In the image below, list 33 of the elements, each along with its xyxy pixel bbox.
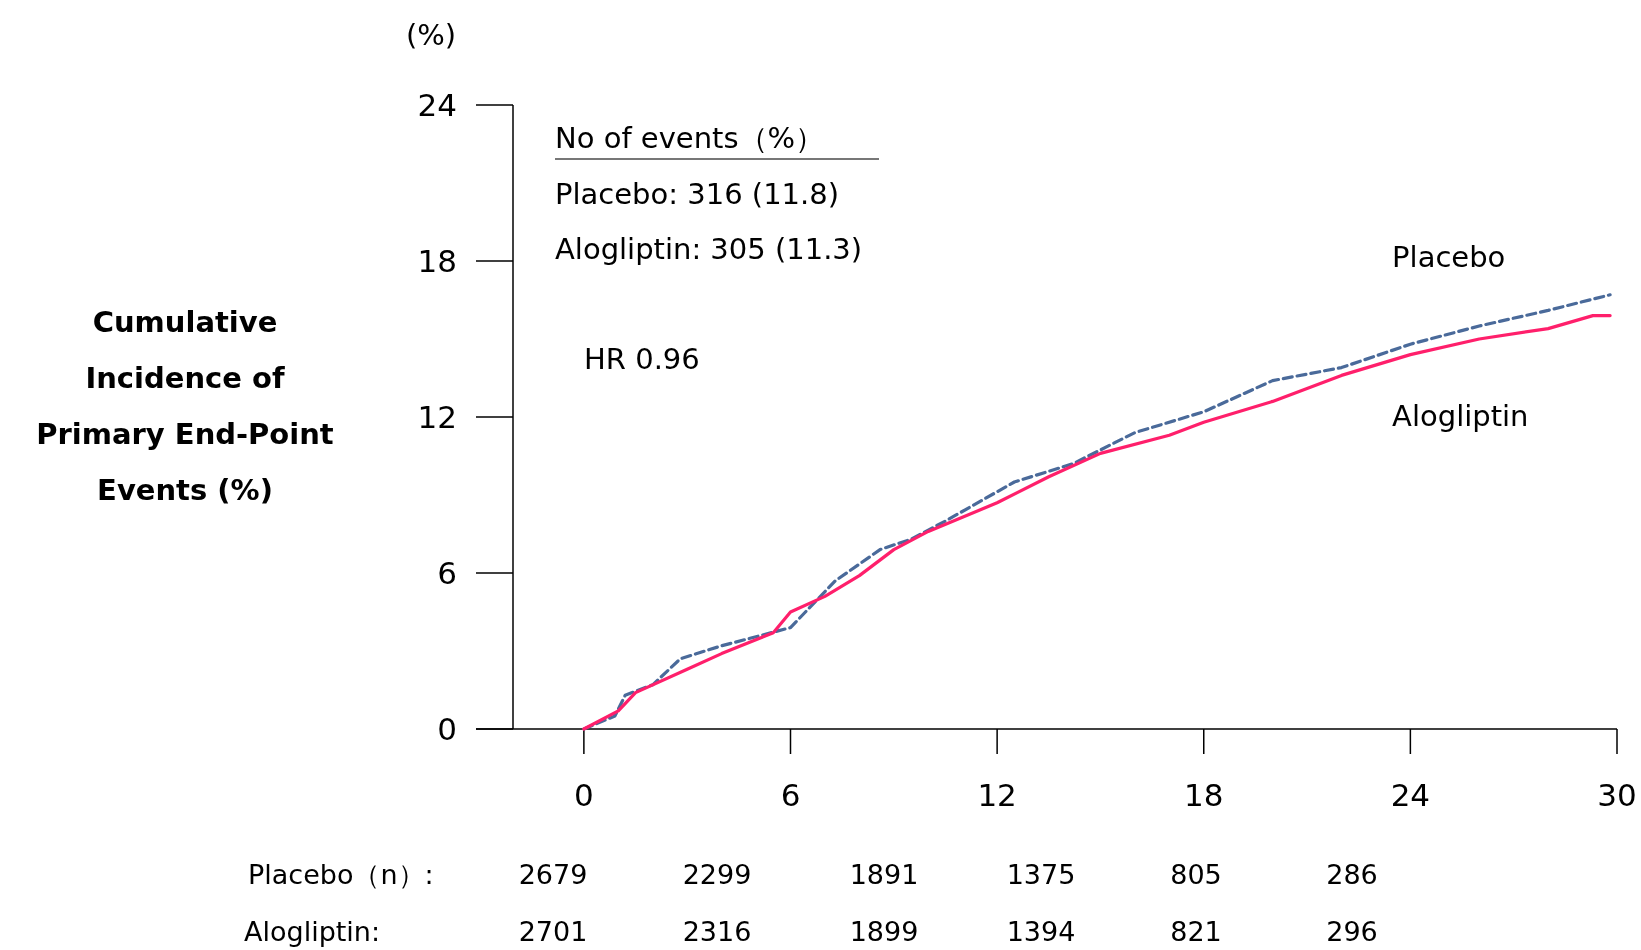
x-tick-label: 30 xyxy=(1597,777,1637,813)
text: 1899 xyxy=(849,915,919,947)
y-tick-label: 24 xyxy=(417,87,457,123)
text: 821 xyxy=(1170,915,1222,947)
annotation: HR 0.96 xyxy=(584,342,700,376)
y-tick-label: 12 xyxy=(417,399,457,435)
x-tick-label: 0 xyxy=(574,777,594,813)
text: (%) xyxy=(405,18,457,52)
y-tick-label: 0 xyxy=(437,711,457,747)
series-label: Placebo xyxy=(1392,239,1506,274)
text: 1394 xyxy=(1006,915,1076,947)
text: 1891 xyxy=(849,858,919,890)
annotation: No of events（%） xyxy=(555,121,825,155)
text: Alogliptin: xyxy=(244,915,381,947)
text: 2679 xyxy=(518,858,588,890)
annotation: Alogliptin: 305 (11.3) xyxy=(555,232,863,266)
text: 2316 xyxy=(682,915,752,947)
series-label: Alogliptin xyxy=(1392,398,1529,433)
x-tick-label: 18 xyxy=(1184,777,1224,813)
text: 1375 xyxy=(1006,858,1076,890)
annotation: Placebo: 316 (11.8) xyxy=(555,177,840,211)
x-tick-label: 6 xyxy=(780,777,801,813)
text: 286 xyxy=(1326,858,1378,890)
text: Placebo（n）: xyxy=(248,858,434,890)
y-tick-label: 6 xyxy=(437,555,457,591)
text: 296 xyxy=(1326,915,1378,947)
y-axis-title: Cumulative Incidence of Primary End-Point Events (%) xyxy=(36,305,334,507)
y-tick-label: 18 xyxy=(417,243,457,279)
x-tick-label: 24 xyxy=(1390,777,1431,813)
text: 2299 xyxy=(682,858,752,890)
text: 805 xyxy=(1170,858,1222,890)
text: 2701 xyxy=(518,915,588,947)
x-tick-label: 12 xyxy=(977,777,1017,813)
